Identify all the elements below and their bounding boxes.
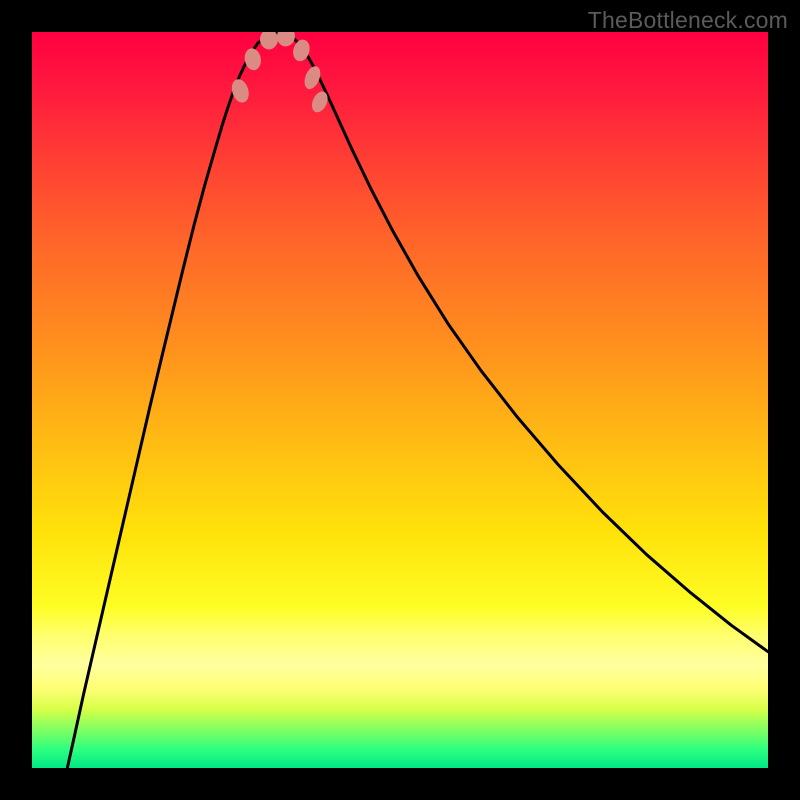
- sweet-spot-marker: [276, 32, 297, 48]
- sweet-spot-marker: [243, 47, 263, 71]
- watermark-text: TheBottleneck.com: [588, 7, 788, 34]
- sweet-spot-marker: [260, 32, 278, 49]
- sweet-spot-marker: [229, 77, 252, 105]
- chart-frame: TheBottleneck.com: [0, 0, 800, 800]
- bottleneck-curve: [67, 33, 768, 768]
- plot-area: [32, 32, 768, 768]
- curve-overlay: [32, 32, 768, 768]
